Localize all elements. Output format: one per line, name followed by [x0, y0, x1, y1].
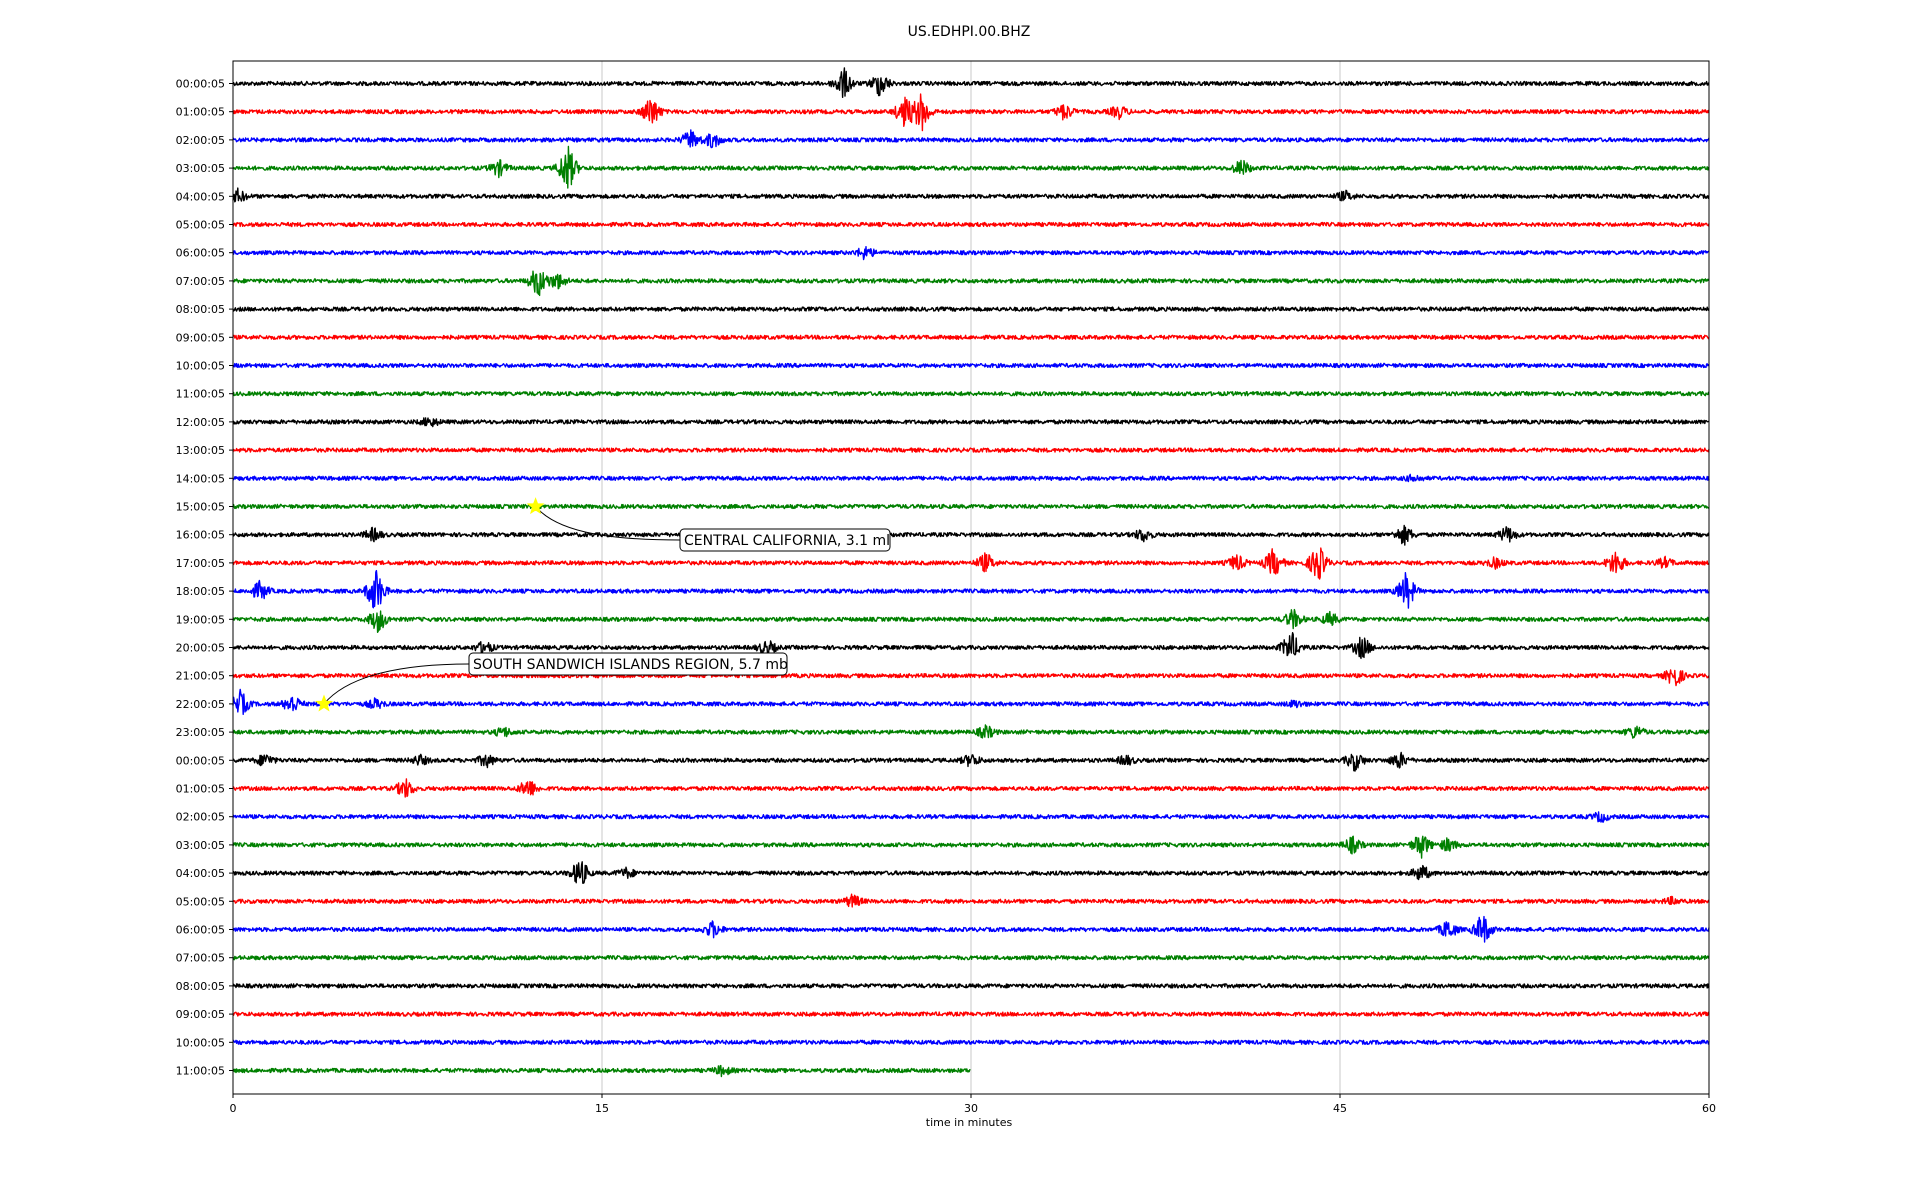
row-label-22: 22:00:05 — [176, 698, 225, 711]
trace-row-34 — [232, 1039, 1710, 1045]
trace-row-1 — [232, 93, 1710, 132]
trace-row-28 — [232, 861, 1710, 884]
x-tick-label-60: 60 — [1702, 1102, 1716, 1115]
row-label-1: 01:00:05 — [176, 106, 225, 119]
row-label-16: 16:00:05 — [176, 529, 225, 542]
annotation-connector-1 — [323, 663, 470, 705]
trace-row-19 — [232, 608, 1710, 633]
row-label-2: 02:00:05 — [176, 134, 225, 147]
x-tick-label-0: 0 — [230, 1102, 237, 1115]
trace-row-32 — [232, 983, 1710, 989]
row-label-25: 01:00:05 — [176, 783, 225, 796]
x-tick-label-30: 30 — [964, 1102, 978, 1115]
x-tick-labels: 0 15 30 45 60 — [230, 1094, 1716, 1115]
row-label-15: 15:00:05 — [176, 501, 225, 514]
row-label-3: 03:00:05 — [176, 162, 225, 175]
chart-title: US.EDHPI.00.BHZ — [908, 24, 1031, 40]
trace-row-27 — [232, 835, 1710, 859]
trace-row-23 — [232, 724, 1710, 739]
trace-row-29 — [232, 893, 1710, 908]
row-label-8: 08:00:05 — [176, 303, 225, 316]
row-label-21: 21:00:05 — [176, 670, 225, 683]
trace-row-5 — [232, 221, 1710, 228]
row-label-27: 03:00:05 — [176, 839, 225, 852]
row-label-14: 14:00:05 — [176, 472, 225, 485]
trace-row-15 — [232, 503, 1710, 510]
annotation-box-0 — [679, 528, 891, 552]
row-label-9: 09:00:05 — [176, 331, 225, 344]
row-label-29: 05:00:05 — [176, 895, 225, 908]
annotation-label-0: CENTRAL CALIFORNIA, 3.1 ml — [684, 533, 890, 549]
trace-row-3 — [232, 145, 1710, 189]
trace-row-33 — [232, 1011, 1710, 1017]
event-star-0 — [526, 497, 545, 515]
row-label-28: 04:00:05 — [176, 867, 225, 880]
trace-row-6 — [232, 246, 1710, 261]
trace-row-2 — [232, 129, 1710, 149]
row-label-6: 06:00:05 — [176, 247, 225, 260]
trace-row-8 — [232, 306, 1710, 312]
row-labels: 00:00:05 01:00:05 02:00:05 03:00:05 04:00:05… — [176, 78, 233, 1078]
row-label-11: 11:00:05 — [176, 388, 225, 401]
annotation-box-1 — [468, 652, 788, 676]
trace-row-26 — [232, 811, 1710, 823]
trace-row-30 — [232, 915, 1710, 943]
row-label-26: 02:00:05 — [176, 811, 225, 824]
trace-row-18 — [232, 569, 1710, 609]
trace-row-13 — [232, 447, 1710, 453]
row-label-24: 00:00:05 — [176, 754, 225, 767]
event-star-1 — [315, 694, 333, 712]
x-tick-label-15: 15 — [595, 1102, 609, 1115]
row-label-13: 13:00:05 — [176, 444, 225, 457]
row-label-20: 20:00:05 — [176, 642, 225, 655]
annotation-label-1: SOUTH SANDWICH ISLANDS REGION, 5.7 mb — [473, 657, 788, 673]
row-label-18: 18:00:05 — [176, 585, 225, 598]
x-tick-label-45: 45 — [1333, 1102, 1347, 1115]
trace-group — [232, 67, 1710, 1078]
row-label-12: 12:00:05 — [176, 416, 225, 429]
row-label-7: 07:00:05 — [176, 275, 225, 288]
trace-row-14 — [232, 473, 1710, 483]
trace-row-4 — [232, 187, 1710, 203]
row-label-19: 19:00:05 — [176, 613, 225, 626]
row-label-32: 08:00:05 — [176, 980, 225, 993]
trace-row-31 — [232, 955, 1710, 961]
trace-row-16 — [232, 524, 1710, 546]
trace-row-35 — [232, 1064, 971, 1078]
trace-row-10 — [232, 362, 1710, 369]
row-label-23: 23:00:05 — [176, 726, 225, 739]
trace-row-20 — [232, 632, 1710, 660]
row-label-0: 00:00:05 — [176, 78, 225, 91]
trace-row-11 — [232, 391, 1710, 397]
trace-row-7 — [232, 270, 1710, 297]
row-label-4: 04:00:05 — [176, 190, 225, 203]
annotation-connector-0 — [535, 506, 681, 541]
trace-row-22 — [232, 688, 1710, 715]
row-label-30: 06:00:05 — [176, 924, 225, 937]
row-label-35: 11:00:05 — [176, 1065, 225, 1078]
row-label-5: 05:00:05 — [176, 219, 225, 232]
row-label-34: 10:00:05 — [176, 1036, 225, 1049]
x-axis-label: time in minutes — [926, 1116, 1013, 1129]
row-label-17: 17:00:05 — [176, 557, 225, 570]
trace-row-9 — [232, 334, 1710, 340]
trace-row-12 — [232, 417, 1710, 428]
trace-row-24 — [232, 751, 1710, 772]
trace-row-17 — [232, 547, 1710, 580]
row-label-31: 07:00:05 — [176, 952, 225, 965]
row-label-10: 10:00:05 — [176, 360, 225, 373]
row-label-33: 09:00:05 — [176, 1008, 225, 1021]
trace-row-0 — [232, 67, 1710, 98]
annotation-group: CENTRAL CALIFORNIA, 3.1 ml SOUTH SANDWICH… — [315, 497, 891, 712]
trace-row-25 — [232, 778, 1710, 798]
vertical-gridlines — [601, 61, 1341, 1094]
